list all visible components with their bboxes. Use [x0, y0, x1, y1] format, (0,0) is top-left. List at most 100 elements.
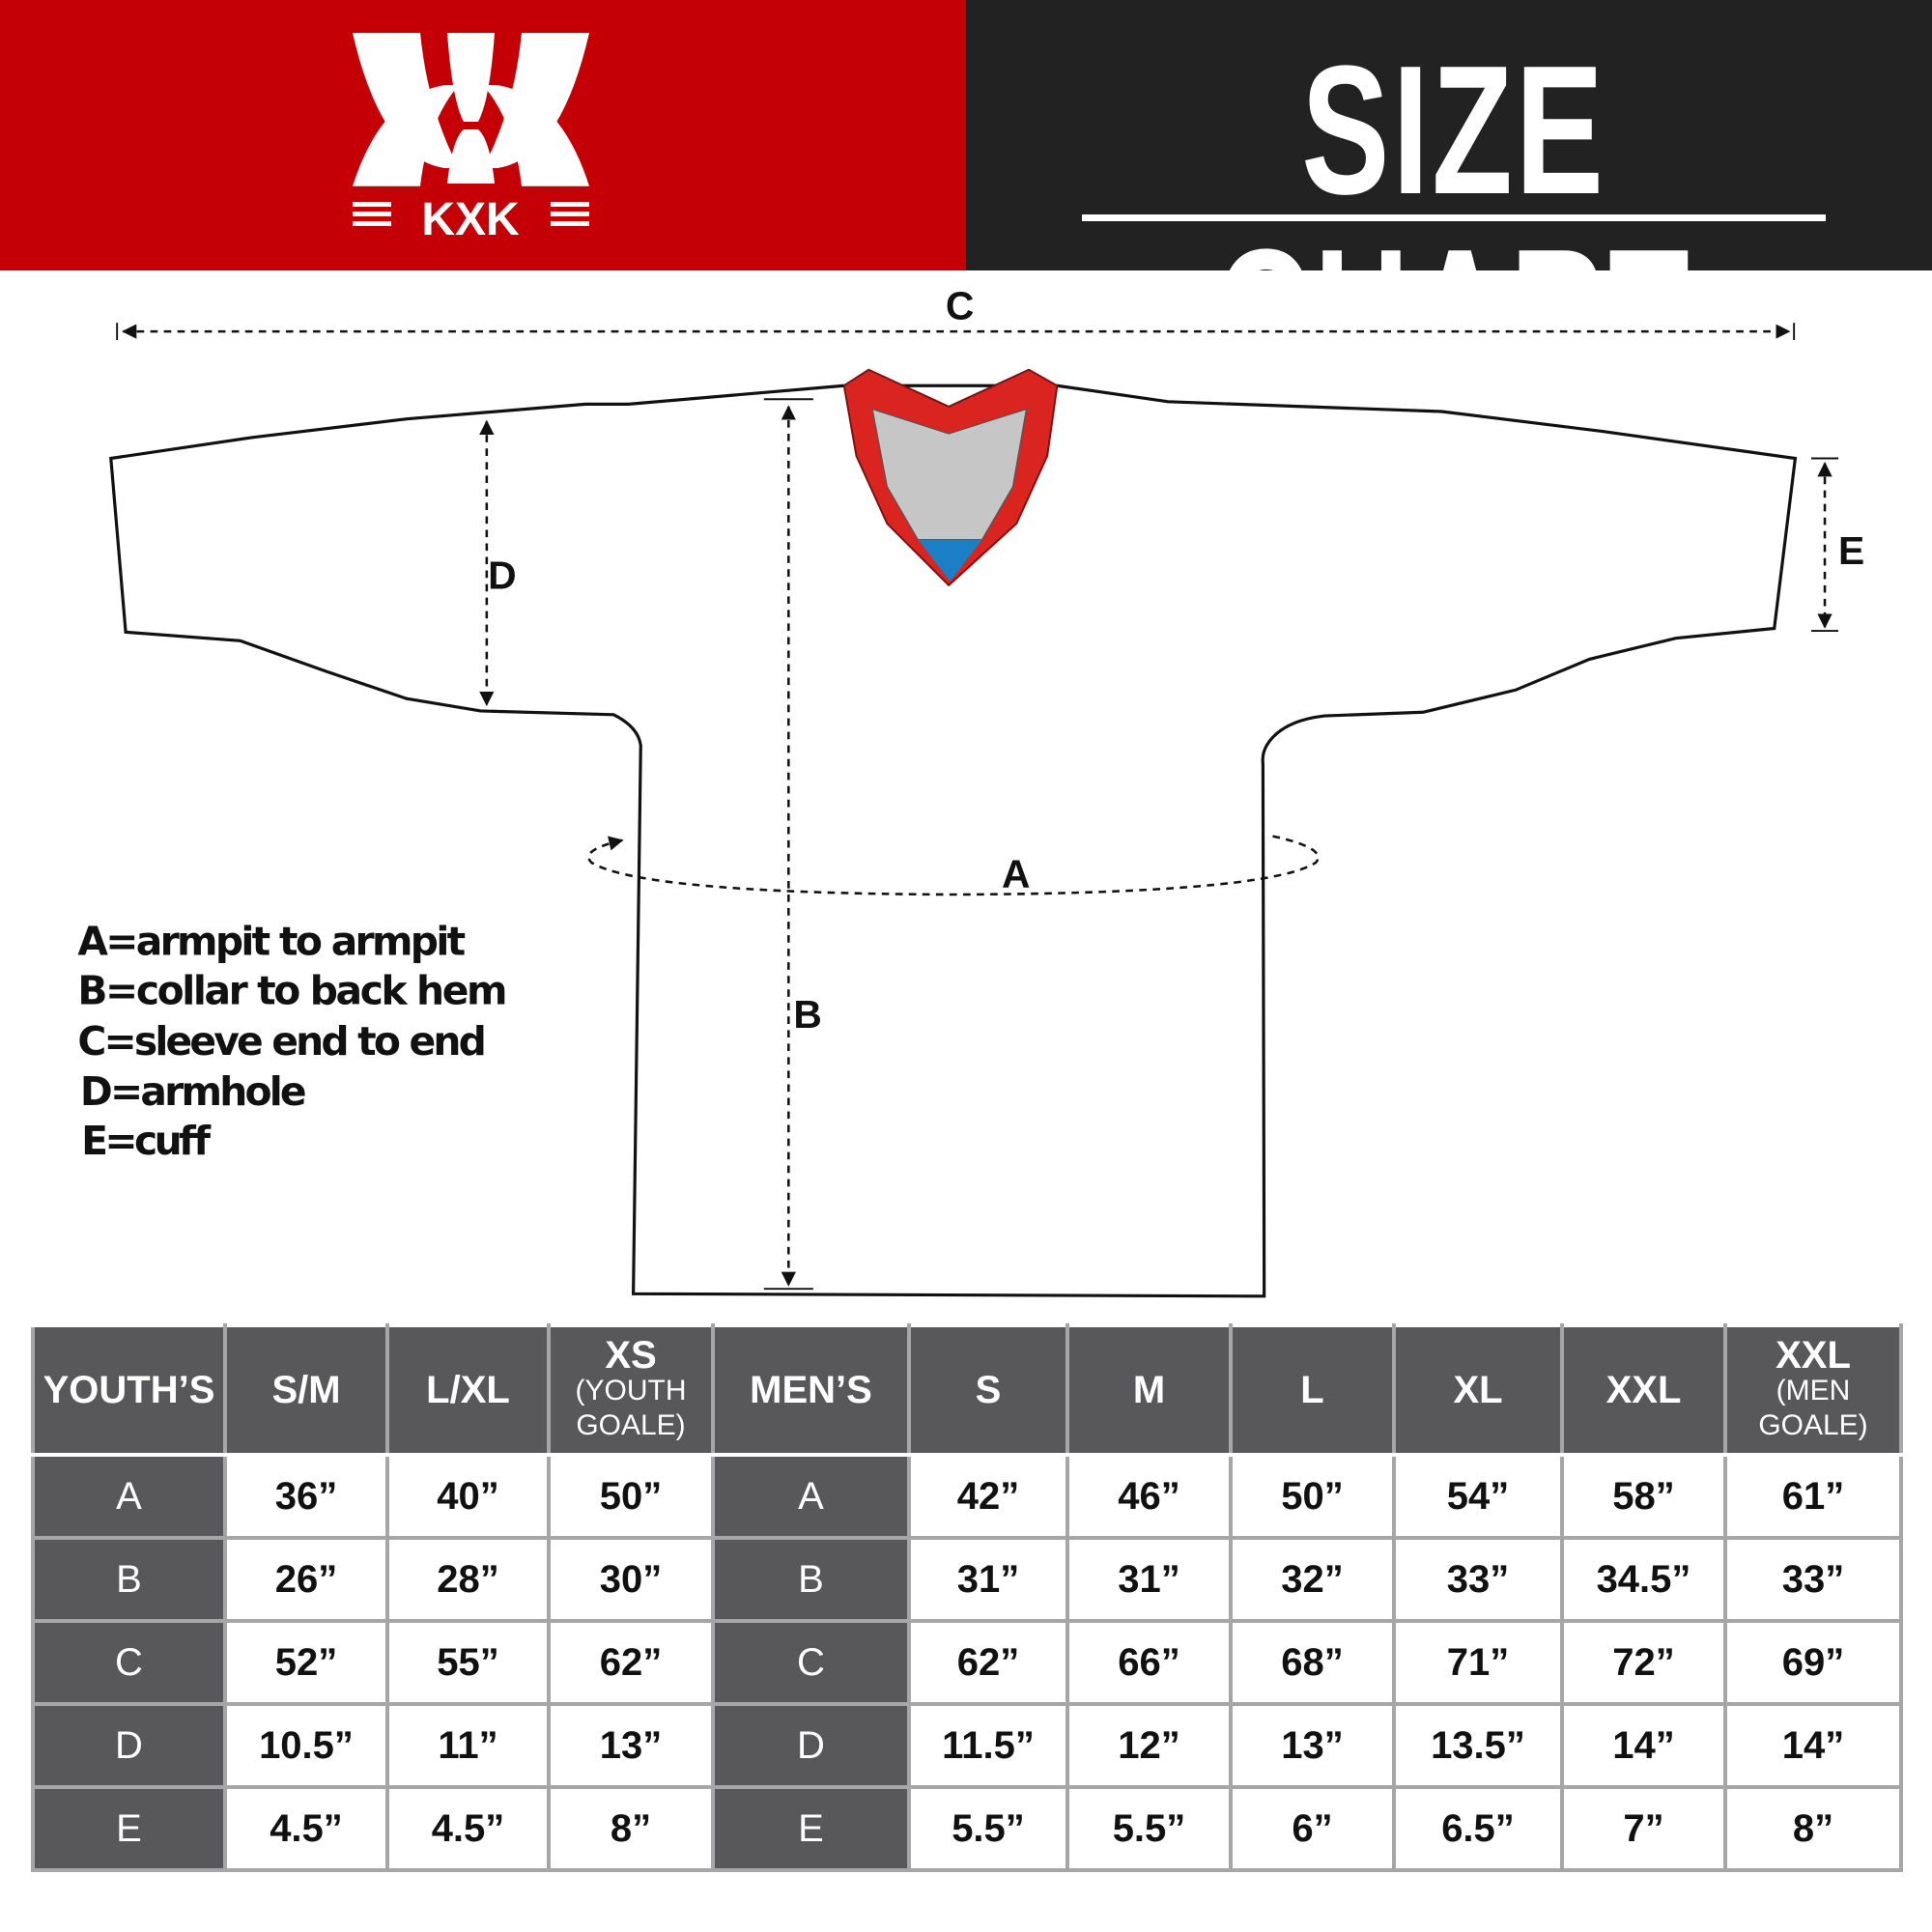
size-sublabel: (YOUTH GOALE): [575, 1375, 687, 1441]
row-label: D: [31, 1702, 227, 1789]
men-header: MEN’S: [711, 1323, 911, 1457]
men-size-header: XXL: [1560, 1323, 1727, 1457]
youth-value: 13”: [547, 1702, 715, 1789]
youth-size-header: XS (YOUTH GOALE): [547, 1323, 715, 1457]
row-label: E: [31, 1785, 227, 1872]
men-value: 12”: [1065, 1702, 1233, 1789]
men-value: 50”: [1229, 1453, 1396, 1540]
men-size-header: S: [907, 1323, 1069, 1457]
youth-value: 36”: [223, 1453, 389, 1540]
men-value: 42”: [907, 1453, 1069, 1540]
title-panel: [966, 0, 1932, 270]
size-label: XS: [605, 1334, 657, 1377]
men-value: 5.5”: [1065, 1785, 1233, 1872]
men-size-header: M: [1065, 1323, 1233, 1457]
youth-value: 10.5”: [223, 1702, 389, 1789]
size-label: XXL: [1605, 1369, 1682, 1411]
men-value: 68”: [1229, 1619, 1396, 1706]
youth-value: 11”: [385, 1702, 551, 1789]
size-label: M: [1132, 1369, 1166, 1411]
men-value: 32”: [1229, 1536, 1396, 1623]
men-value: 6.5”: [1392, 1785, 1564, 1872]
label-b: B: [793, 992, 821, 1037]
men-size-header: L: [1229, 1323, 1396, 1457]
youth-value: 62”: [547, 1619, 715, 1706]
youth-value: 40”: [385, 1453, 551, 1540]
men-value: 54”: [1392, 1453, 1564, 1540]
table-row: E 4.5” 4.5” 8” E 5.5” 5.5” 6” 6.5” 7” 8”: [31, 1785, 1903, 1872]
youth-value: 4.5”: [385, 1785, 551, 1872]
collar-insert: [918, 539, 982, 582]
men-value: 5.5”: [907, 1785, 1069, 1872]
row-label: A: [31, 1453, 227, 1540]
measure-a-line: [587, 834, 1320, 896]
men-value: 13”: [1229, 1702, 1396, 1789]
men-value: 31”: [907, 1536, 1069, 1623]
men-size-header: XL: [1392, 1323, 1564, 1457]
youth-value: 52”: [223, 1619, 389, 1706]
youth-size-header: S/M: [223, 1323, 389, 1457]
row-label: D: [711, 1702, 911, 1789]
men-value: 46”: [1065, 1453, 1233, 1540]
table-header-row: YOUTH’S S/M L/XL XS (YOUTH GOALE) MEN’S S M L XL X…: [31, 1323, 1903, 1457]
jersey-outline: [109, 384, 1798, 1298]
table-row: C 52” 55” 62” C 62” 66” 68” 71” 72” 69”: [31, 1619, 1903, 1706]
youth-header: YOUTH’S: [31, 1323, 227, 1457]
title-underline: [1082, 214, 1826, 221]
youth-value: 26”: [223, 1536, 389, 1623]
youth-size-header: L/XL: [385, 1323, 551, 1457]
men-value: 33”: [1723, 1536, 1903, 1623]
row-label: C: [31, 1619, 227, 1706]
men-value: 6”: [1229, 1785, 1396, 1872]
men-size-header: XXL (MEN GOALE): [1723, 1323, 1903, 1457]
row-label: A: [711, 1453, 911, 1540]
men-value: 62”: [907, 1619, 1069, 1706]
men-value: 14”: [1560, 1702, 1727, 1789]
legend-b: B=collar to back hem: [77, 968, 507, 1014]
youth-value: 50”: [547, 1453, 715, 1540]
legend-c: C=sleeve end to end: [77, 1018, 486, 1065]
size-label: S/M: [271, 1369, 341, 1411]
men-value: 66”: [1065, 1619, 1233, 1706]
table-row: D 10.5” 11” 13” D 11.5” 12” 13” 13.5” 14” 14”: [31, 1702, 1903, 1789]
men-value: 7”: [1560, 1785, 1727, 1872]
men-value: 11.5”: [907, 1702, 1069, 1789]
size-label: XL: [1453, 1369, 1503, 1411]
row-label: C: [711, 1619, 911, 1706]
row-label: E: [711, 1785, 911, 1872]
men-value: 34.5”: [1560, 1536, 1727, 1623]
men-value: 8”: [1723, 1785, 1903, 1872]
youth-value: 8”: [547, 1785, 715, 1872]
men-value: 58”: [1560, 1453, 1727, 1540]
size-label: YOUTH’S: [43, 1369, 215, 1411]
men-value: 14”: [1723, 1702, 1903, 1789]
legend-a: A=armpit to armpit: [77, 919, 466, 965]
table-row: A 36” 40” 50” A 42” 46” 50” 54” 58” 61”: [31, 1453, 1903, 1540]
men-value: 33”: [1392, 1536, 1564, 1623]
page-title: SIZE CHART: [1215, 28, 1692, 416]
legend-d: D=armhole: [80, 1068, 307, 1115]
youth-value: 30”: [547, 1536, 715, 1623]
size-table: YOUTH’S S/M L/XL XS (YOUTH GOALE) MEN’S S M L XL X…: [31, 1323, 1903, 1872]
label-e: E: [1838, 528, 1864, 573]
size-label: L/XL: [426, 1369, 510, 1411]
size-sublabel: (MEN GOALE): [1758, 1375, 1868, 1441]
label-d: D: [488, 554, 516, 598]
size-label: S: [975, 1369, 1002, 1411]
label-c: C: [946, 283, 974, 327]
youth-value: 28”: [385, 1536, 551, 1623]
men-value: 69”: [1723, 1619, 1903, 1706]
kxk-logo: KXK: [353, 33, 589, 241]
row-label: B: [31, 1536, 227, 1623]
legend-e: E=cuff: [81, 1118, 212, 1164]
men-value: 13.5”: [1392, 1702, 1564, 1789]
table-row: B 26” 28” 30” B 31” 31” 32” 33” 34.5” 33”: [31, 1536, 1903, 1623]
size-label: MEN’S: [750, 1369, 872, 1411]
men-value: 61”: [1723, 1453, 1903, 1540]
size-label: XXL: [1776, 1334, 1851, 1377]
youth-value: 55”: [385, 1619, 551, 1706]
size-label: L: [1300, 1369, 1324, 1411]
men-value: 31”: [1065, 1536, 1233, 1623]
men-value: 72”: [1560, 1619, 1727, 1706]
